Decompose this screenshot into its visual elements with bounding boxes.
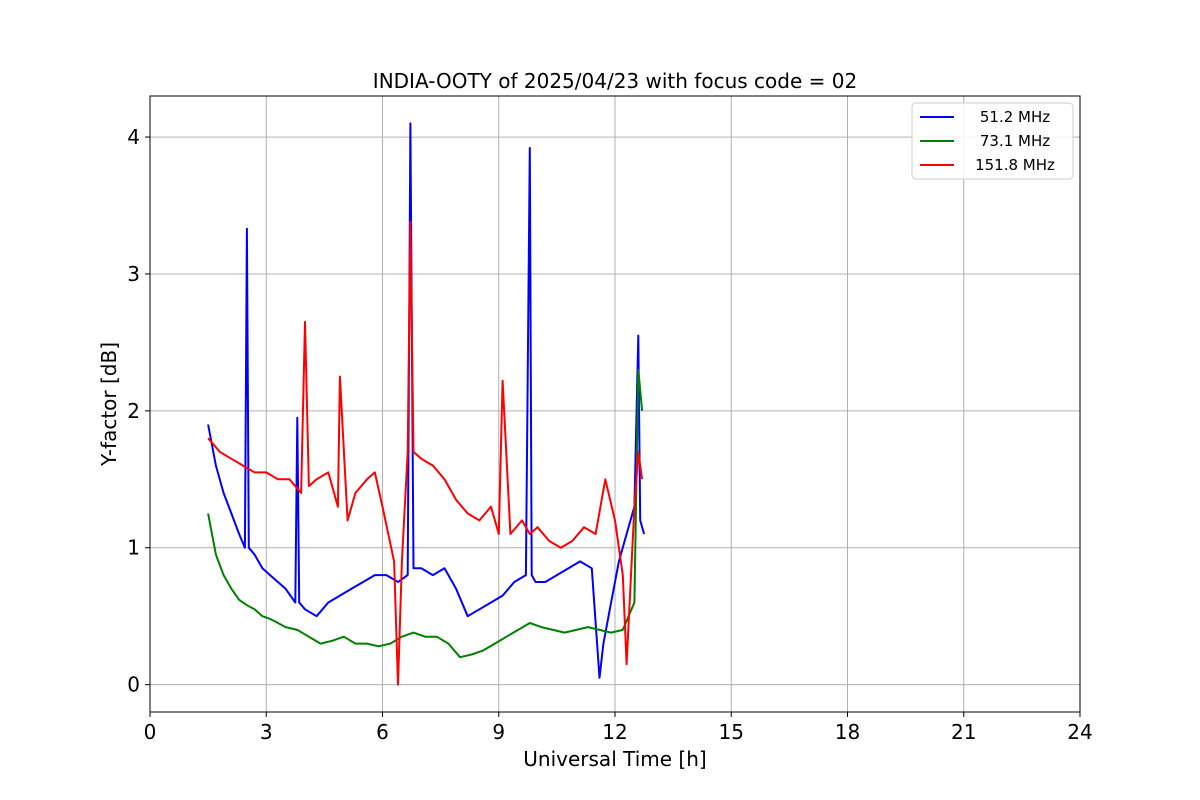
grid <box>149 96 1081 712</box>
x-axis-ticks: 0 3 6 9 12 15 18 21 24 <box>144 712 1093 744</box>
y-tick-label: 3 <box>127 262 140 286</box>
series-line <box>207 220 644 686</box>
y-tick-label: 1 <box>127 536 140 560</box>
legend-entry: 51.2 MHz <box>980 108 1050 126</box>
y-tick-label: 0 <box>127 673 140 697</box>
series-lines <box>207 122 646 686</box>
x-tick-label: 15 <box>719 720 744 744</box>
series-line <box>207 122 646 679</box>
x-tick-label: 12 <box>602 720 627 744</box>
x-axis-label: Universal Time [h] <box>523 747 706 771</box>
y-axis-ticks: 0 1 2 3 4 <box>127 125 150 697</box>
x-tick-label: 18 <box>835 720 860 744</box>
y-tick-label: 2 <box>127 399 140 423</box>
legend: 51.2 MHz 73.1 MHz 151.8 MHz <box>911 102 1074 180</box>
x-tick-label: 3 <box>260 720 273 744</box>
x-tick-label: 6 <box>376 720 389 744</box>
series-line <box>207 368 644 659</box>
y-axis-label: Y-factor [dB] <box>97 342 121 467</box>
x-tick-label: 0 <box>144 720 157 744</box>
x-tick-label: 9 <box>492 720 505 744</box>
x-tick-label: 24 <box>1067 720 1092 744</box>
legend-box <box>911 102 1074 180</box>
chart-title: INDIA-OOTY of 2025/04/23 with focus code… <box>373 69 857 93</box>
y-tick-label: 4 <box>127 125 140 149</box>
legend-entry: 151.8 MHz <box>975 156 1055 174</box>
x-tick-label: 21 <box>951 720 976 744</box>
legend-entry: 73.1 MHz <box>980 132 1050 150</box>
